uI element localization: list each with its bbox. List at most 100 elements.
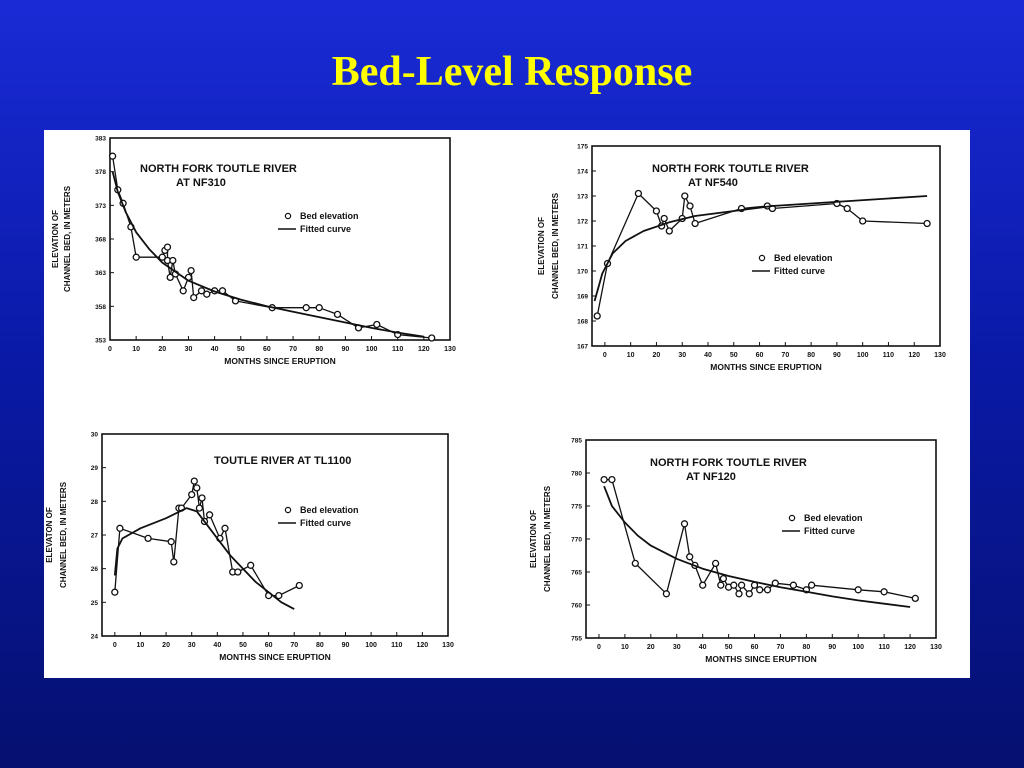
data-point — [843, 204, 851, 213]
x-tick-label: 30 — [188, 642, 196, 649]
y-axis-label-line1: ELEVATON OF — [45, 507, 54, 563]
data-point — [108, 152, 117, 160]
x-tick-label: 70 — [290, 642, 298, 649]
chart-subtitle: AT NF120 — [686, 471, 736, 483]
data-point — [699, 581, 707, 589]
x-tick-label: 130 — [444, 346, 456, 353]
chart-title: NORTH FORK TOUTLE RIVER — [140, 163, 297, 175]
chart-subtitle: AT NF310 — [176, 177, 226, 189]
x-tick-label: 0 — [108, 346, 112, 353]
x-axis-label: MONTHS SINCE ERUPTION — [710, 362, 821, 372]
x-tick-label: 130 — [442, 642, 454, 649]
data-point — [132, 253, 140, 261]
data-point — [859, 217, 867, 225]
y-tick-label: 363 — [95, 270, 106, 277]
x-tick-label: 120 — [417, 642, 429, 649]
chart-4: 0 10 20 30 40 50 60 70 80 90 100 110 120 130 755 760 765… — [529, 438, 942, 665]
bed-elevation-line — [596, 192, 928, 317]
y-tick-label: 373 — [95, 203, 106, 210]
data-point — [179, 287, 187, 295]
data-point — [111, 588, 119, 596]
data-point — [169, 256, 177, 265]
legend-label: Fitted curve — [804, 526, 855, 536]
y-tick-label: 175 — [577, 144, 588, 151]
data-point — [681, 192, 689, 200]
y-tick-label: 174 — [577, 169, 588, 176]
data-point — [680, 520, 689, 528]
data-point — [234, 568, 242, 576]
data-point — [923, 219, 931, 228]
data-point — [144, 534, 152, 543]
data-point — [686, 553, 694, 561]
data-point — [221, 524, 229, 532]
x-tick-label: 30 — [185, 346, 193, 353]
data-point — [190, 477, 198, 485]
chart-title: NORTH FORK TOUTLE RIVER — [652, 163, 809, 175]
data-point — [660, 214, 668, 223]
legend-label: Bed elevation — [804, 513, 863, 523]
y-tick-label: 383 — [95, 136, 106, 143]
legend-label: Bed elevation — [774, 253, 833, 263]
y-tick-label: 770 — [571, 537, 582, 544]
x-tick-label: 50 — [239, 642, 247, 649]
legend-marker-circle — [758, 254, 766, 262]
data-point — [730, 581, 738, 589]
x-tick-label: 10 — [137, 642, 145, 649]
data-point — [911, 594, 919, 603]
y-axis-label-line1: ELEVATION OF — [51, 210, 60, 268]
y-axis-label-line1: ELEVATION OF — [529, 510, 538, 568]
x-tick-label: 30 — [673, 644, 681, 651]
data-point — [428, 334, 436, 342]
y-axis-label-line2: CHANNEL BED, IN METERS — [551, 192, 560, 299]
data-point — [116, 524, 124, 532]
x-axis-label: MONTHS SINCE ERUPTION — [705, 654, 816, 664]
y-tick-label: 775 — [571, 504, 582, 511]
data-point — [195, 504, 204, 512]
data-point — [686, 202, 694, 210]
x-tick-label: 60 — [751, 644, 759, 651]
x-tick-label: 20 — [158, 346, 166, 353]
data-point — [193, 484, 201, 492]
x-tick-label: 130 — [930, 644, 942, 651]
y-tick-label: 780 — [571, 471, 582, 478]
x-tick-label: 90 — [833, 352, 841, 359]
x-tick-label: 100 — [365, 642, 377, 649]
legend-marker-circle — [788, 514, 796, 522]
data-point — [247, 561, 255, 569]
y-tick-label: 755 — [571, 636, 582, 643]
data-point — [275, 591, 283, 600]
legend-label: Bed elevation — [300, 505, 359, 515]
x-tick-label: 0 — [603, 352, 607, 359]
data-point — [691, 219, 699, 228]
x-tick-label: 70 — [781, 352, 789, 359]
x-tick-label: 110 — [883, 352, 894, 359]
x-tick-label: 80 — [316, 642, 324, 649]
data-point — [190, 293, 198, 302]
data-point — [880, 588, 888, 596]
data-point — [717, 581, 725, 589]
data-point — [203, 290, 211, 298]
x-tick-label: 80 — [807, 352, 815, 359]
x-tick-label: 90 — [341, 346, 349, 353]
y-tick-label: 24 — [91, 634, 99, 641]
legend-label: Fitted curve — [300, 518, 351, 528]
data-point — [662, 590, 671, 598]
data-point — [737, 581, 746, 589]
y-tick-label: 169 — [577, 294, 588, 301]
fitted-curve-line — [113, 507, 295, 610]
data-point — [187, 266, 195, 275]
x-tick-label: 80 — [315, 346, 323, 353]
x-tick-label: 50 — [725, 644, 733, 651]
x-tick-label: 90 — [828, 644, 836, 651]
chart-title: NORTH FORK TOUTLE RIVER — [650, 457, 807, 469]
fitted-curve-line — [593, 195, 928, 302]
y-tick-label: 785 — [571, 438, 582, 445]
x-tick-label: 0 — [597, 644, 601, 651]
data-point — [188, 490, 196, 499]
x-tick-label: 20 — [653, 352, 661, 359]
y-tick-label: 30 — [91, 432, 99, 439]
x-tick-label: 60 — [265, 642, 273, 649]
data-point — [593, 312, 601, 320]
x-tick-label: 40 — [211, 346, 219, 353]
data-point — [711, 559, 720, 568]
